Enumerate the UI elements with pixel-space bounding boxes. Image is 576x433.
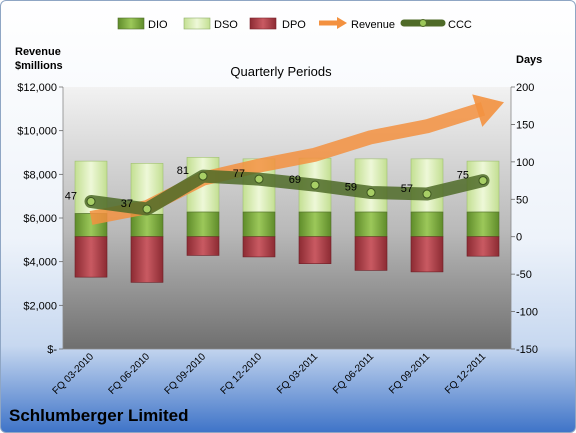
right-tick-label: -50 [516,269,532,281]
ccc-line: 47 37 81 77 69 59 57 75 [65,165,490,216]
bar-dpo [354,236,388,271]
legend: DIO DSO DPO Revenue CCC [117,17,472,31]
x-tick-label: FQ 12-2011 [443,351,488,396]
legend-label-ccc: CCC [448,19,472,31]
legend-item-ccc: CCC [400,19,472,31]
left-axis-title-line2: $millions [15,60,63,72]
x-tick-label: FQ 03-2010 [51,351,97,397]
ccc-point [422,189,432,199]
ccc-point [254,174,264,184]
ccc-point [478,176,488,186]
ccc-data-label: 81 [177,165,189,177]
right-tick-label: 100 [516,157,534,169]
ccc-data-label: 37 [121,198,133,210]
ccc-data-label: 57 [401,183,413,195]
chart-subtitle: Quarterly Periods [230,64,332,79]
bar-dio [466,211,500,238]
bar-dio [298,211,332,238]
ccc-data-label: 47 [65,191,77,203]
left-tick-label: $8,000 [23,169,57,181]
legend-item-dso: DSO [183,17,238,31]
right-tick-label: 150 [516,119,534,131]
bar-dio [354,211,388,238]
x-tick-label: FQ 12-2010 [219,351,265,397]
left-tick-label: $2,000 [23,300,57,312]
x-tick-label: FQ 06-2010 [107,351,153,397]
x-axis-ticks: FQ 03-2010 FQ 06-2010 FQ 09-2010 FQ 12-2010… [51,351,489,397]
legend-label-dso: DSO [214,19,238,31]
left-tick-label: $12,000 [17,82,57,94]
x-tick-label: FQ 06-2011 [331,351,376,396]
revenue-arrow-head [472,94,505,127]
ccc-point [366,188,376,198]
left-tick-label: $10,000 [17,126,57,138]
legend-label-revenue: Revenue [351,19,395,31]
left-tick-label: $4,000 [23,257,57,269]
bar-dpo [130,236,164,283]
legend-label-dio: DIO [148,19,168,31]
bar-dpo [410,236,444,273]
legend-item-dio: DIO [117,17,168,31]
legend-item-revenue: Revenue [319,17,395,31]
legend-marker-ccc [419,19,427,27]
right-tick-label: -150 [516,344,538,356]
bar-dpo [186,236,220,256]
legend-arrowhead-revenue [337,17,347,29]
left-axis-title: Revenue $millions [15,45,63,73]
ccc-data-label: 69 [289,174,301,186]
right-tick-label: 200 [516,82,534,94]
bar-dio [410,211,444,238]
ccc-data-label: 77 [233,168,245,180]
legend-swatch-dpo [249,17,277,30]
ccc-point [310,180,320,190]
x-tick-label: FQ 03-2011 [275,351,320,396]
x-tick-label: FQ 09-2010 [163,351,209,397]
right-tick-label: -100 [516,307,538,319]
bar-dio [242,211,276,238]
ccc-data-label: 75 [457,170,469,182]
x-tick-label: FQ 09-2011 [387,351,432,396]
left-tick-label: $6,000 [23,213,57,225]
bar-dpo [298,236,332,264]
left-axis-title-line1: Revenue [15,46,61,58]
right-tick-label: 0 [516,232,522,244]
ccc-line-path [84,169,490,216]
right-tick-label: 50 [516,194,528,206]
ccc-point [142,204,152,214]
legend-label-dpo: DPO [282,19,306,31]
ccc-point [198,171,208,181]
legend-swatch-dso [183,17,211,30]
bar-dio [186,211,220,238]
bar-dpo [466,236,500,257]
bar-dio [130,213,164,238]
legend-swatch-dio [117,17,145,30]
company-name: Schlumberger Limited [9,406,189,425]
ccc-data-label: 59 [345,182,357,194]
right-axis-ticks: 200 150 100 50 0 -50 -100 -150 [511,82,538,356]
left-tick-label: $- [47,344,57,356]
right-axis-title: Days [516,54,543,66]
legend-item-dpo: DPO [249,17,306,31]
ccc-point [86,197,96,207]
bar-dpo [242,236,276,258]
bar-dpo [74,236,108,278]
left-axis-ticks: $12,000 $10,000 $8,000 $6,000 $4,000 $2,000 $- [17,82,63,356]
